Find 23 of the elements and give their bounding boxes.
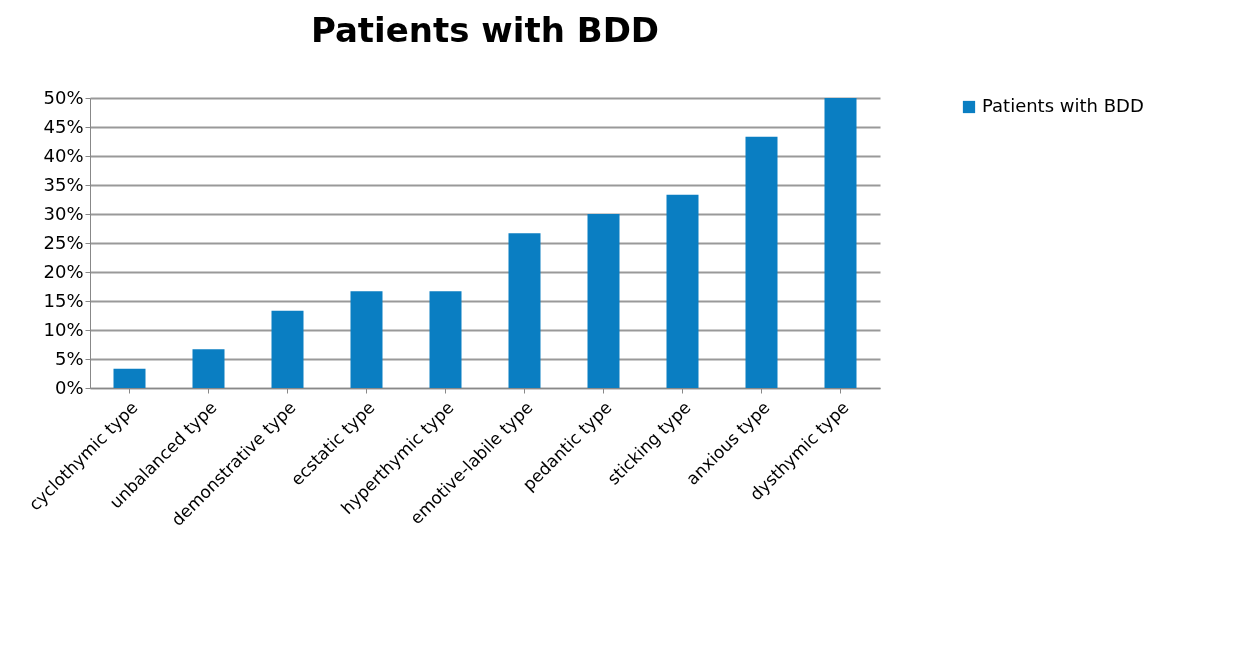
y-tick-label: 20% bbox=[43, 260, 84, 282]
bar bbox=[745, 136, 778, 388]
bar bbox=[587, 214, 620, 388]
chart-title: Patients with BDD bbox=[310, 10, 660, 50]
y-tick-label: 5% bbox=[54, 347, 84, 369]
y-tick-label: 0% bbox=[54, 376, 84, 398]
bar bbox=[192, 349, 225, 388]
bar bbox=[666, 194, 699, 388]
bar bbox=[429, 291, 462, 388]
bar bbox=[824, 98, 857, 388]
y-tick-label: 45% bbox=[43, 115, 84, 137]
bar bbox=[508, 233, 541, 388]
legend-label: Patients with BDD bbox=[982, 95, 1144, 116]
y-tick-label: 10% bbox=[43, 318, 84, 340]
bar bbox=[113, 368, 146, 388]
y-tick-label: 50% bbox=[43, 86, 84, 108]
y-tick-label: 35% bbox=[43, 173, 84, 195]
bar bbox=[271, 310, 304, 388]
bar bbox=[350, 291, 383, 388]
y-tick-label: 25% bbox=[43, 231, 84, 253]
y-tick-label: 40% bbox=[43, 144, 84, 166]
y-tick-label: 15% bbox=[43, 289, 84, 311]
y-tick-label: 30% bbox=[43, 202, 84, 224]
